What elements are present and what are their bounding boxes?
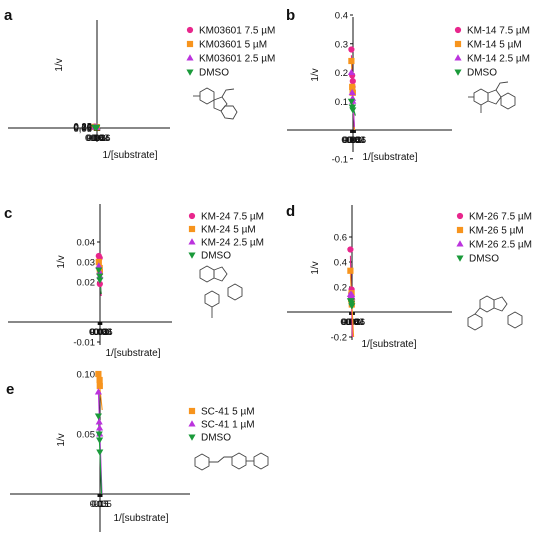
panel-letter: e — [6, 381, 14, 398]
legend-marker — [455, 27, 461, 33]
legend-label: DMSO — [199, 68, 229, 79]
legend-label: SC-41 5 µM — [201, 407, 255, 418]
panel-letter: b — [286, 7, 295, 24]
x-tick-label: 0.06 — [89, 327, 108, 338]
y-axis-label: 1/v — [310, 261, 321, 274]
x-axis-label: 1/[substrate] — [362, 152, 417, 163]
y-tick-label: 0.10 — [77, 370, 96, 381]
legend-label: DMSO — [467, 68, 497, 79]
y-tick-label: 0.3 — [335, 39, 348, 50]
legend-marker — [187, 27, 193, 33]
y-tick-label: 0.4 — [335, 11, 348, 22]
y-axis-label: 1/v — [54, 58, 65, 71]
y-tick-label: 0.6 — [334, 233, 347, 244]
x-axis-label: 1/[substrate] — [105, 348, 160, 359]
x-tick-label: 0.1 — [91, 499, 104, 510]
data-point — [348, 58, 354, 64]
y-tick-label: -0.2 — [331, 333, 347, 344]
legend-marker — [189, 408, 195, 414]
legend-label: KM-14 2.5 µM — [467, 54, 530, 65]
legend-marker — [455, 41, 461, 47]
legend-marker — [189, 226, 195, 232]
y-axis-label: 1/v — [56, 433, 67, 446]
data-point — [96, 253, 102, 259]
y-tick-label: 0.1 — [335, 97, 348, 108]
legend-label: KM03601 2.5 µM — [199, 54, 275, 65]
legend-label: KM-26 5 µM — [469, 226, 524, 237]
y-tick-label: 0.2 — [335, 68, 348, 79]
x-axis-label: 1/[substrate] — [361, 339, 416, 350]
data-point — [348, 46, 354, 52]
legend-label: KM-14 7.5 µM — [467, 26, 530, 37]
y-axis-label: 1/v — [56, 255, 67, 268]
y-tick-label: 0.25 — [74, 122, 93, 133]
legend-label: KM-26 2.5 µM — [469, 240, 532, 251]
legend-label: DMSO — [201, 251, 231, 262]
legend-label: KM-14 5 µM — [467, 40, 522, 51]
legend-label: KM-24 5 µM — [201, 225, 256, 236]
legend-marker — [457, 227, 463, 233]
legend-label: DMSO — [201, 433, 231, 444]
legend-label: KM03601 7.5 µM — [199, 26, 275, 37]
y-tick-label: 0.05 — [77, 430, 96, 441]
legend-label: KM-26 7.5 µM — [469, 212, 532, 223]
panel-letter: a — [4, 7, 13, 24]
data-point — [347, 246, 353, 252]
legend-label: KM-24 2.5 µM — [201, 238, 264, 249]
y-tick-label: 0.2 — [334, 283, 347, 294]
panel-letter: c — [4, 205, 12, 222]
x-tick-label: 0.06 — [341, 135, 360, 146]
panel-letter: d — [286, 203, 295, 220]
data-point — [97, 383, 103, 389]
data-point — [347, 268, 353, 274]
legend-marker — [457, 213, 463, 219]
data-point — [350, 78, 356, 84]
y-tick-label: 0.04 — [77, 238, 96, 249]
y-tick-label: 0.4 — [334, 258, 347, 269]
y-tick-label: 0.03 — [77, 258, 96, 269]
y-tick-label: -0.01 — [73, 338, 95, 349]
legend-label: KM-24 7.5 µM — [201, 212, 264, 223]
x-axis-label: 1/[substrate] — [102, 150, 157, 161]
data-point — [97, 377, 103, 383]
x-tick-label: 0.06 — [340, 317, 359, 328]
legend-label: DMSO — [469, 254, 499, 265]
legend-marker — [187, 41, 193, 47]
y-axis-label: 1/v — [310, 68, 321, 81]
y-tick-label: 0.02 — [77, 278, 96, 289]
legend-marker — [189, 213, 195, 219]
y-tick-label: -0.1 — [332, 154, 348, 165]
data-point — [95, 371, 101, 377]
x-axis-label: 1/[substrate] — [113, 513, 168, 524]
legend-label: SC-41 1 µM — [201, 420, 255, 431]
legend-label: KM03601 5 µM — [199, 40, 267, 51]
